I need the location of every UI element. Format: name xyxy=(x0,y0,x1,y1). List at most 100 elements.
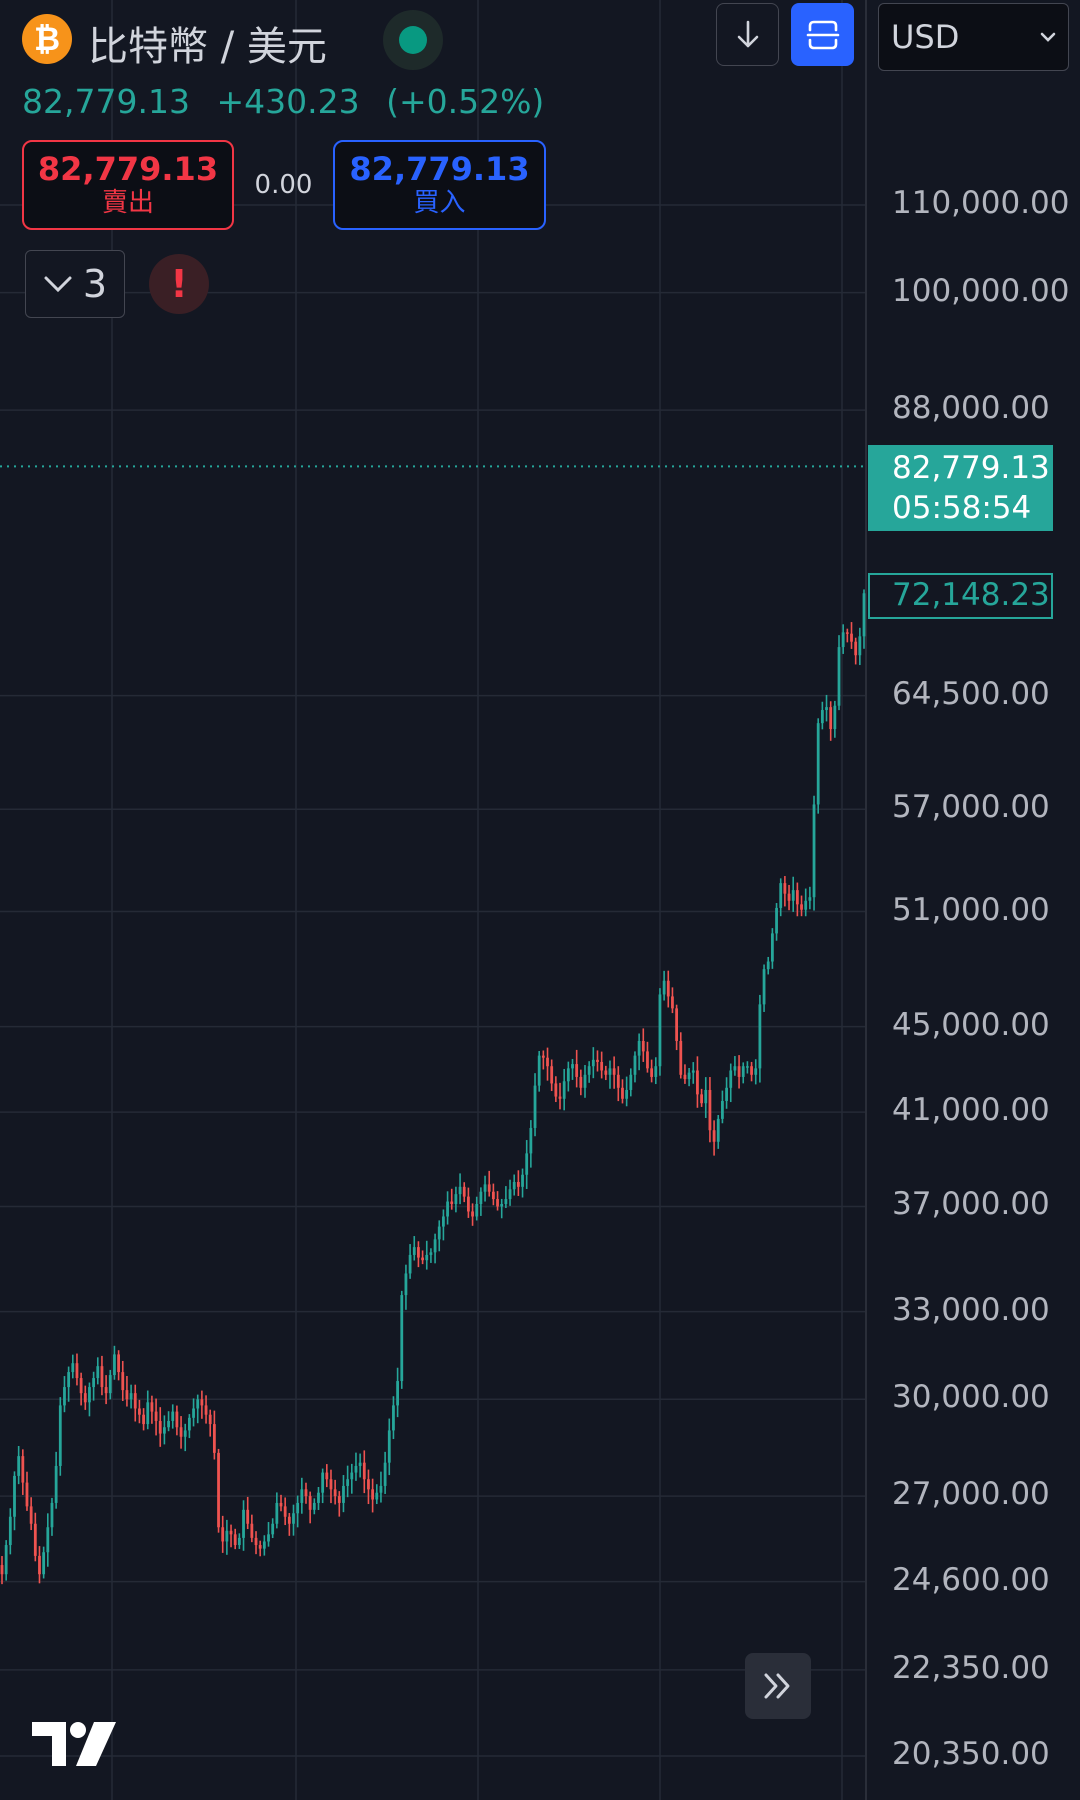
price-change-percent: (+0.52%) xyxy=(386,82,545,121)
candle xyxy=(579,1069,583,1096)
price-axis-tick: 24,600.00 xyxy=(892,1561,1050,1598)
candle xyxy=(762,964,766,1012)
candle xyxy=(425,1240,429,1270)
candle xyxy=(350,1463,354,1494)
candle xyxy=(625,1076,629,1107)
candle xyxy=(683,1064,687,1084)
candle xyxy=(521,1168,524,1198)
candle xyxy=(662,970,666,1001)
candle xyxy=(825,694,828,722)
candle xyxy=(83,1385,87,1410)
buy-button[interactable]: 82,779.13 買入 xyxy=(333,140,546,230)
download-button[interactable] xyxy=(716,3,779,66)
scroll-to-realtime-button[interactable] xyxy=(745,1653,811,1719)
last-price-tag: 82,779.13 05:58:54 xyxy=(868,445,1053,531)
price-axis-tick: 110,000.00 xyxy=(892,185,1070,221)
candle xyxy=(229,1524,233,1548)
bitcoin-icon: ₿ xyxy=(22,14,72,64)
candle xyxy=(820,701,824,730)
candle xyxy=(725,1077,728,1109)
candle xyxy=(225,1519,229,1555)
candle xyxy=(500,1198,504,1219)
candle xyxy=(671,987,674,1014)
candle xyxy=(721,1090,724,1124)
candle xyxy=(658,988,662,1076)
market-open-dot-icon xyxy=(399,26,427,54)
price-axis-tick: 41,000.00 xyxy=(892,1092,1050,1129)
candle xyxy=(212,1410,216,1460)
candle xyxy=(558,1082,562,1110)
candle xyxy=(550,1059,554,1092)
chevron-down-icon xyxy=(1040,32,1056,42)
candle xyxy=(296,1495,300,1528)
tradingview-logo-icon[interactable] xyxy=(32,1722,116,1768)
candle xyxy=(496,1191,499,1211)
candle xyxy=(108,1369,112,1400)
candle xyxy=(479,1187,483,1216)
candle xyxy=(795,882,799,917)
candle xyxy=(92,1371,96,1401)
candle xyxy=(412,1236,416,1261)
candle xyxy=(516,1170,520,1196)
candle xyxy=(304,1482,308,1504)
candle xyxy=(787,884,791,911)
candle xyxy=(67,1366,71,1402)
candle xyxy=(450,1188,454,1210)
fullscreen-button[interactable] xyxy=(791,3,854,66)
candle xyxy=(616,1066,620,1102)
market-status-button[interactable] xyxy=(383,10,443,70)
price-axis-tick: 22,350.00 xyxy=(892,1649,1050,1686)
candle xyxy=(466,1187,470,1218)
candle xyxy=(4,1540,8,1581)
price-axis-tick: 37,000.00 xyxy=(892,1186,1050,1223)
candle xyxy=(317,1486,320,1510)
candle xyxy=(154,1398,158,1436)
candle xyxy=(42,1546,46,1579)
candle xyxy=(462,1182,466,1203)
candle xyxy=(654,1057,658,1085)
candle xyxy=(729,1063,733,1103)
price-axis-tick: 20,350.00 xyxy=(892,1736,1050,1772)
candle xyxy=(716,1115,720,1149)
chevron-down-icon xyxy=(44,276,72,293)
currency-select[interactable]: USD xyxy=(878,3,1069,71)
candle xyxy=(400,1290,404,1389)
candle xyxy=(221,1515,225,1553)
candle xyxy=(583,1065,587,1098)
candle xyxy=(737,1055,741,1089)
candle xyxy=(283,1497,287,1526)
spread-value: 0.00 xyxy=(254,170,313,200)
candle xyxy=(287,1512,291,1536)
candle xyxy=(754,1059,758,1085)
price-axis-tick: 33,000.00 xyxy=(892,1291,1050,1328)
alert-button[interactable]: ! xyxy=(149,254,209,314)
candle xyxy=(750,1061,753,1082)
candle xyxy=(63,1376,66,1413)
sell-button[interactable]: 82,779.13 賣出 xyxy=(22,140,234,230)
candle xyxy=(167,1411,170,1432)
candle xyxy=(629,1068,633,1097)
candle xyxy=(779,878,783,917)
candle xyxy=(104,1375,108,1405)
candle xyxy=(571,1058,574,1080)
candle xyxy=(271,1518,275,1539)
candle xyxy=(837,635,841,711)
candle-countdown: 05:58:54 xyxy=(892,490,1032,526)
candle xyxy=(133,1384,137,1422)
candle xyxy=(392,1396,395,1440)
symbol-title[interactable]: 比特幣 / 美元 xyxy=(88,24,327,70)
candle xyxy=(691,1062,695,1084)
candle xyxy=(100,1355,104,1396)
indicators-toggle-button[interactable]: 3 xyxy=(25,250,125,318)
candle xyxy=(446,1191,449,1225)
candle xyxy=(163,1415,166,1445)
candle xyxy=(504,1186,508,1209)
candle xyxy=(804,888,808,917)
candle xyxy=(475,1196,479,1221)
candle xyxy=(254,1531,258,1555)
candle xyxy=(342,1475,345,1513)
candle xyxy=(421,1250,424,1265)
candle xyxy=(38,1546,41,1584)
candle xyxy=(442,1209,445,1241)
